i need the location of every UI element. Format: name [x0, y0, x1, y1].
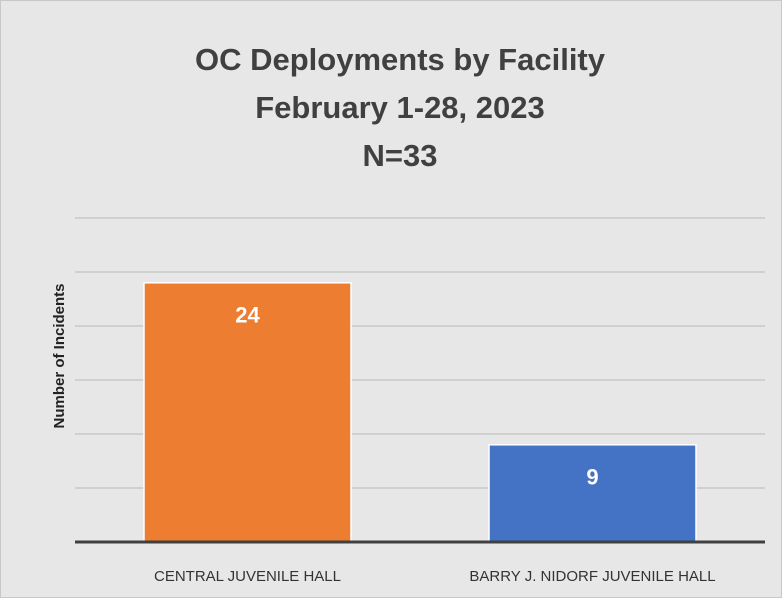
- x-tick-label: CENTRAL JUVENILE HALL: [154, 568, 341, 585]
- data-label: 24: [235, 303, 260, 328]
- chart-title: N=33: [363, 138, 438, 173]
- bar: [143, 282, 352, 543]
- bar: [488, 444, 697, 543]
- chart-title: OC Deployments by Facility: [195, 42, 606, 77]
- chart-title: February 1-28, 2023: [255, 90, 545, 125]
- y-axis-label: Number of Incidents: [51, 283, 68, 428]
- data-label: 9: [586, 465, 598, 490]
- x-tick-label: BARRY J. NIDORF JUVENILE HALL: [469, 568, 715, 585]
